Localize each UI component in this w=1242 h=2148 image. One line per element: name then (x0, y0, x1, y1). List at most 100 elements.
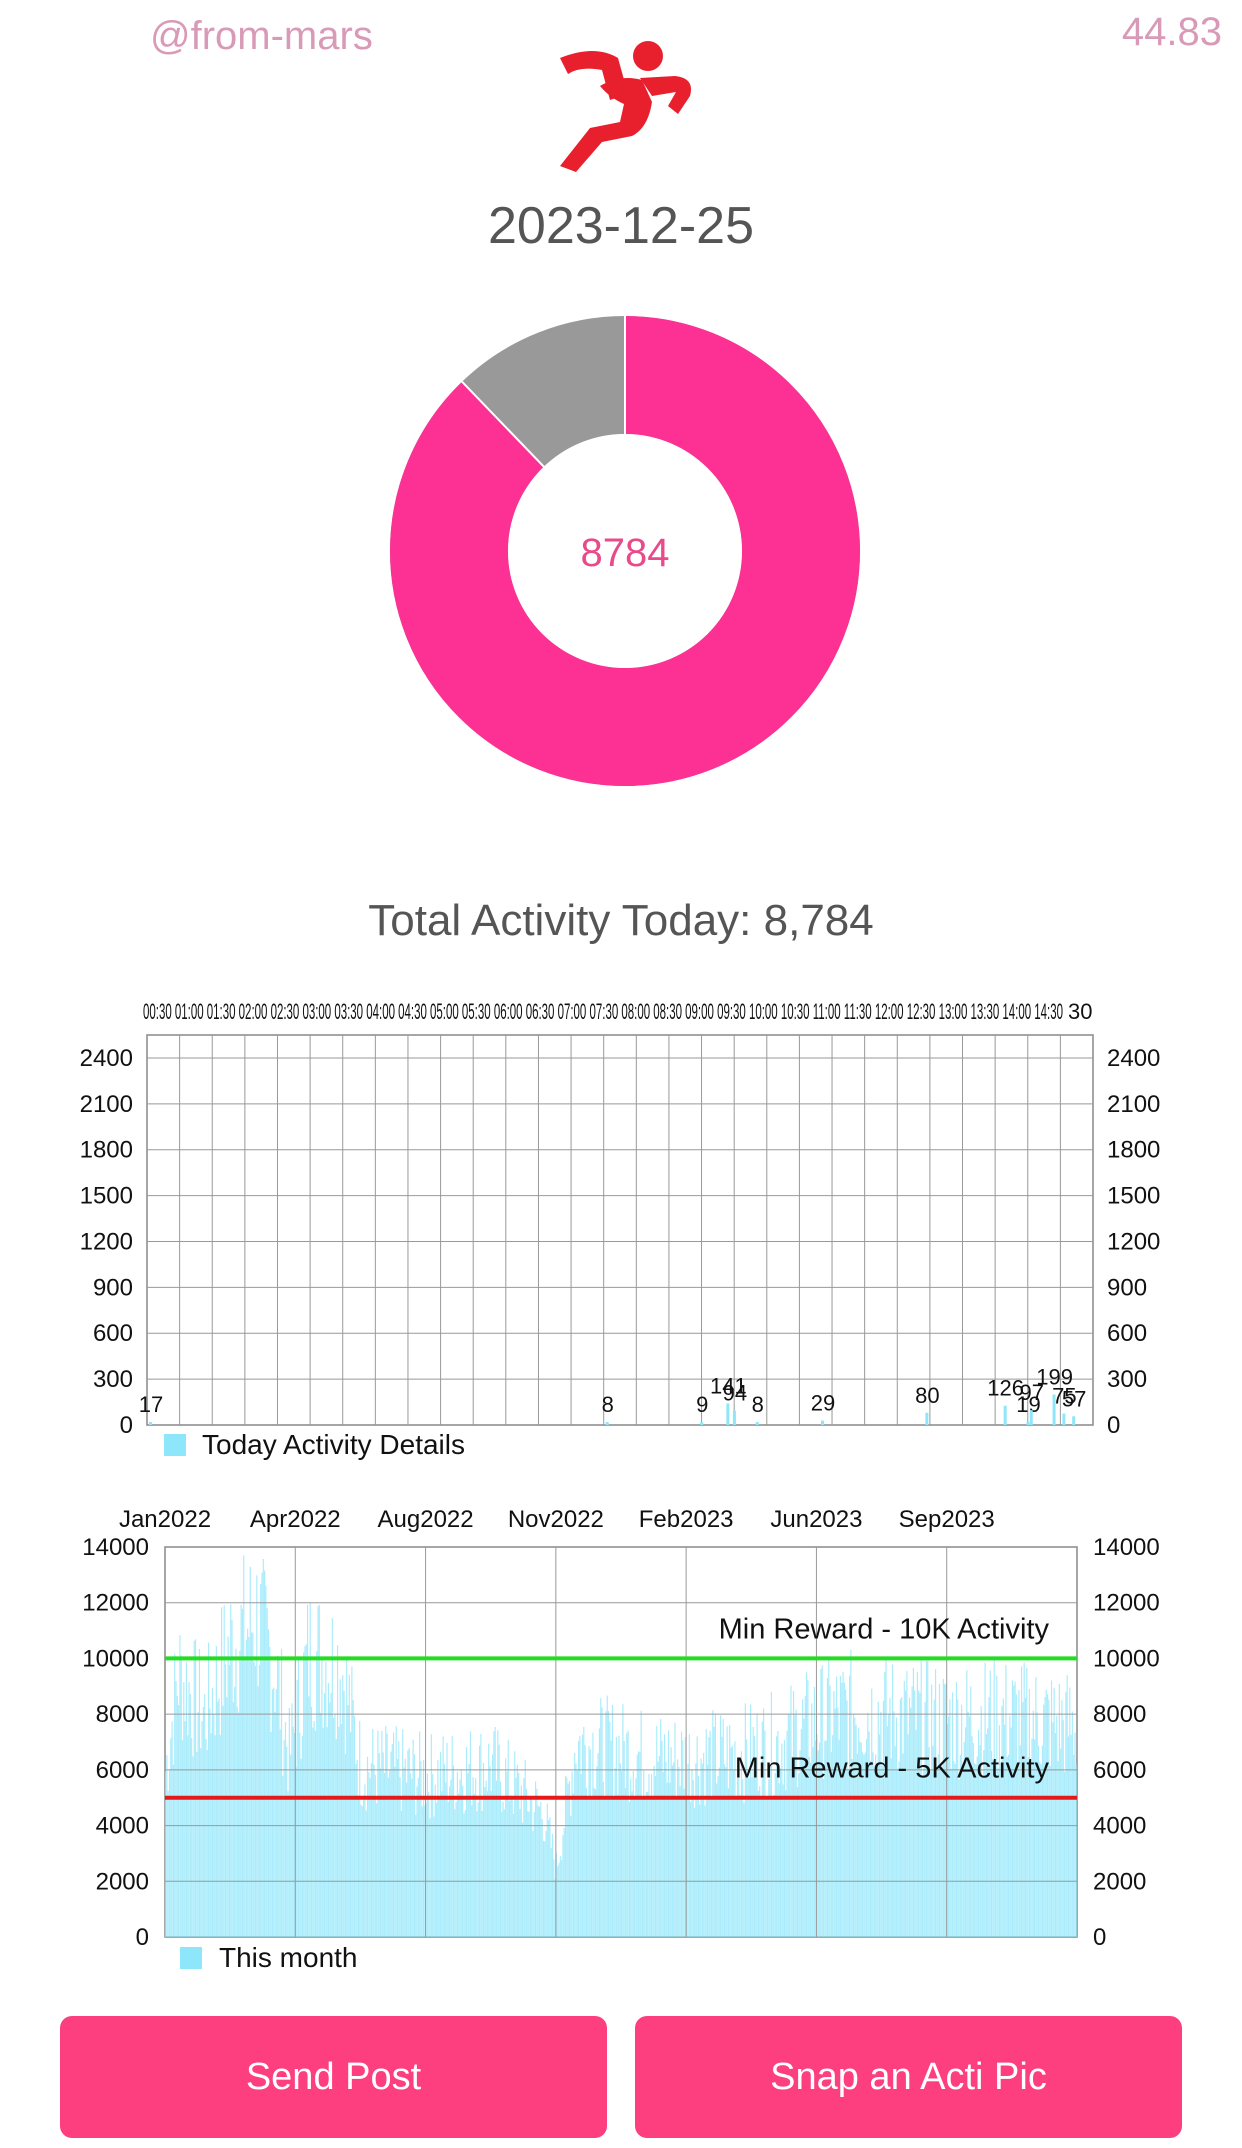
bar (859, 1741, 861, 1937)
bar (273, 1687, 275, 1937)
bar (533, 1812, 535, 1937)
bar (708, 1737, 710, 1937)
bar (459, 1779, 461, 1937)
bar (535, 1781, 537, 1937)
bar (336, 1645, 339, 1937)
bar (187, 1735, 189, 1937)
bar (802, 1699, 804, 1937)
bar (640, 1710, 642, 1937)
bar (419, 1731, 421, 1937)
bar (257, 1686, 259, 1937)
y-tick-label-left: 8000 (96, 1701, 149, 1728)
x-tick-label: Jun2023 (770, 1506, 862, 1533)
bar-value-label: 17 (139, 1392, 163, 1417)
bar (292, 1726, 294, 1937)
bar (601, 1707, 603, 1937)
bar (678, 1766, 680, 1937)
bar (322, 1727, 324, 1937)
y-tick-label-left: 4000 (96, 1813, 149, 1840)
bar (1045, 1689, 1047, 1937)
bar (907, 1734, 909, 1937)
send-post-button[interactable]: Send Post (60, 2016, 607, 2138)
bar (977, 1729, 980, 1937)
bar (997, 1768, 999, 1937)
bar (674, 1722, 676, 1937)
bar (214, 1735, 216, 1937)
bar (247, 1628, 249, 1937)
bar (576, 1770, 578, 1937)
bar (596, 1766, 598, 1937)
snap-pic-button[interactable]: Snap an Acti Pic (635, 2016, 1182, 2138)
bar (270, 1732, 272, 1937)
bar (416, 1786, 418, 1937)
bar (428, 1792, 430, 1937)
legend-swatch (180, 1947, 202, 1969)
bar (218, 1698, 220, 1937)
bar (611, 1704, 614, 1937)
bar (928, 1747, 930, 1937)
bar (439, 1752, 442, 1937)
y-tick-label-right: 2100 (1107, 1091, 1160, 1118)
bar (713, 1726, 715, 1937)
bar (227, 1636, 229, 1937)
bar (267, 1629, 270, 1937)
bar (314, 1730, 317, 1937)
bar (390, 1751, 392, 1937)
bar (786, 1730, 788, 1937)
bar (878, 1734, 881, 1937)
bar (505, 1758, 507, 1937)
bar (1020, 1666, 1023, 1937)
bar (958, 1779, 960, 1937)
bar (902, 1753, 904, 1937)
bar (356, 1760, 358, 1937)
bar (806, 1672, 808, 1937)
bar-value-label: 8 (602, 1392, 614, 1417)
bar (425, 1802, 427, 1937)
bar (230, 1604, 232, 1937)
bar (422, 1760, 425, 1937)
bar (1069, 1687, 1071, 1937)
bar (700, 1758, 702, 1937)
bar (641, 1796, 644, 1937)
bar (537, 1805, 539, 1937)
bar (317, 1606, 319, 1937)
bar (364, 1784, 366, 1937)
bar (822, 1778, 825, 1937)
bar (898, 1761, 900, 1937)
bar (476, 1811, 478, 1937)
bar (243, 1555, 245, 1937)
bar (256, 1575, 258, 1937)
bar (856, 1753, 858, 1937)
bar (709, 1730, 711, 1937)
bar (343, 1690, 345, 1937)
bar (989, 1670, 991, 1937)
bar (564, 1775, 567, 1937)
legend-swatch (164, 1434, 186, 1456)
bar (501, 1811, 503, 1937)
bar (746, 1739, 748, 1937)
bar (1009, 1715, 1011, 1937)
bar (183, 1682, 185, 1937)
bar (383, 1772, 386, 1937)
bar-value-label: 126 (987, 1376, 1024, 1401)
bar (1015, 1694, 1017, 1937)
bar (843, 1682, 845, 1937)
bar (809, 1762, 812, 1937)
bar (468, 1763, 470, 1937)
bar (699, 1804, 701, 1937)
bar (929, 1772, 931, 1937)
bar (1026, 1422, 1030, 1425)
bar (284, 1722, 287, 1937)
bar (307, 1604, 309, 1937)
bar (465, 1746, 468, 1937)
bar (211, 1688, 214, 1937)
bar (417, 1777, 419, 1937)
bar (499, 1781, 502, 1937)
bar (1043, 1704, 1045, 1937)
bar (587, 1797, 589, 1937)
bar (764, 1730, 766, 1937)
bar-value-label: 9 (696, 1392, 708, 1417)
bar (858, 1727, 860, 1937)
bar (820, 1420, 824, 1425)
bar (351, 1666, 353, 1937)
